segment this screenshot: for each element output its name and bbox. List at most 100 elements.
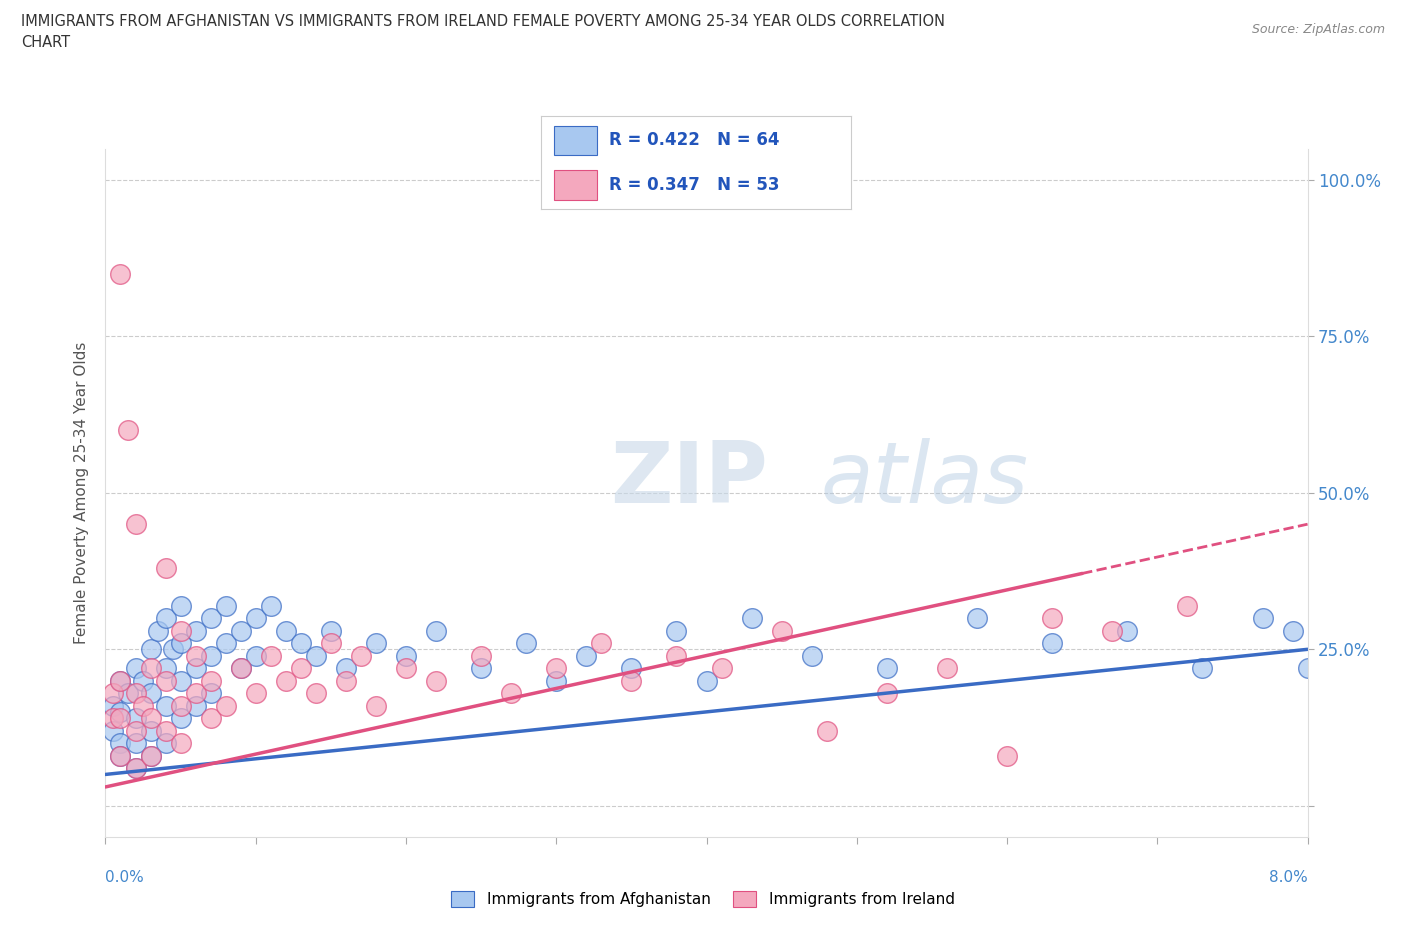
Point	[1296, 660, 1319, 675]
Point	[139, 749, 162, 764]
Point	[110, 704, 132, 719]
Point	[101, 685, 124, 700]
Point	[1281, 623, 1303, 638]
Point	[770, 623, 793, 638]
Point	[470, 648, 492, 663]
Text: 8.0%: 8.0%	[1268, 870, 1308, 884]
Point	[184, 623, 207, 638]
Point	[155, 736, 177, 751]
Point	[169, 623, 191, 638]
Text: IMMIGRANTS FROM AFGHANISTAN VS IMMIGRANTS FROM IRELAND FEMALE POVERTY AMONG 25-3: IMMIGRANTS FROM AFGHANISTAN VS IMMIGRANT…	[21, 14, 945, 29]
Point	[169, 635, 191, 650]
Point	[364, 698, 387, 713]
Point	[876, 660, 898, 675]
Point	[117, 685, 139, 700]
Point	[470, 660, 492, 675]
Point	[169, 698, 191, 713]
Point	[1040, 635, 1063, 650]
Point	[139, 685, 162, 700]
Point	[155, 724, 177, 738]
Point	[546, 660, 568, 675]
Point	[319, 623, 342, 638]
Point	[876, 685, 898, 700]
Point	[200, 711, 222, 725]
Point	[110, 736, 132, 751]
Point	[395, 648, 418, 663]
Point	[101, 724, 124, 738]
Point	[200, 611, 222, 626]
Point	[124, 761, 146, 776]
Point	[155, 698, 177, 713]
Point	[364, 635, 387, 650]
Point	[155, 561, 177, 576]
Point	[305, 685, 328, 700]
Point	[139, 749, 162, 764]
Point	[132, 673, 155, 688]
Point	[169, 673, 191, 688]
Point	[335, 660, 357, 675]
Point	[229, 660, 252, 675]
Point	[335, 673, 357, 688]
Point	[229, 623, 252, 638]
Point	[591, 635, 613, 650]
Point	[274, 623, 297, 638]
Point	[515, 635, 537, 650]
Point	[110, 711, 132, 725]
Point	[169, 711, 191, 725]
Point	[169, 736, 191, 751]
Point	[139, 642, 162, 657]
Point	[575, 648, 598, 663]
Point	[995, 749, 1018, 764]
FancyBboxPatch shape	[554, 126, 598, 155]
Point	[1175, 598, 1198, 613]
Point	[110, 749, 132, 764]
Point	[665, 648, 688, 663]
Point	[665, 623, 688, 638]
Point	[501, 685, 523, 700]
Point	[214, 598, 236, 613]
Point	[155, 673, 177, 688]
Point	[305, 648, 328, 663]
Point	[124, 761, 146, 776]
Legend: Immigrants from Afghanistan, Immigrants from Ireland: Immigrants from Afghanistan, Immigrants …	[446, 884, 960, 913]
Point	[139, 660, 162, 675]
Text: atlas: atlas	[821, 438, 1029, 521]
Point	[290, 635, 312, 650]
Point	[184, 660, 207, 675]
Point	[245, 685, 267, 700]
Point	[425, 673, 447, 688]
Point	[155, 611, 177, 626]
Point	[110, 749, 132, 764]
Point	[132, 698, 155, 713]
Point	[184, 685, 207, 700]
Point	[274, 673, 297, 688]
Point	[245, 648, 267, 663]
Point	[1101, 623, 1123, 638]
Point	[124, 724, 146, 738]
Point	[200, 685, 222, 700]
Point	[425, 623, 447, 638]
Text: R = 0.422   N = 64: R = 0.422 N = 64	[609, 131, 780, 150]
Point	[1116, 623, 1139, 638]
Point	[350, 648, 373, 663]
Point	[214, 698, 236, 713]
Point	[936, 660, 959, 675]
Point	[124, 660, 146, 675]
Text: ZIP: ZIP	[610, 438, 768, 521]
Point	[815, 724, 838, 738]
Point	[184, 698, 207, 713]
Point	[741, 611, 763, 626]
Point	[117, 423, 139, 438]
Point	[124, 736, 146, 751]
Point	[110, 673, 132, 688]
Point	[200, 673, 222, 688]
Point	[696, 673, 718, 688]
Text: Source: ZipAtlas.com: Source: ZipAtlas.com	[1251, 23, 1385, 36]
Point	[620, 660, 643, 675]
Point	[546, 673, 568, 688]
Text: CHART: CHART	[21, 35, 70, 50]
Point	[1191, 660, 1213, 675]
Point	[966, 611, 988, 626]
Y-axis label: Female Poverty Among 25-34 Year Olds: Female Poverty Among 25-34 Year Olds	[75, 341, 90, 644]
Point	[139, 711, 162, 725]
